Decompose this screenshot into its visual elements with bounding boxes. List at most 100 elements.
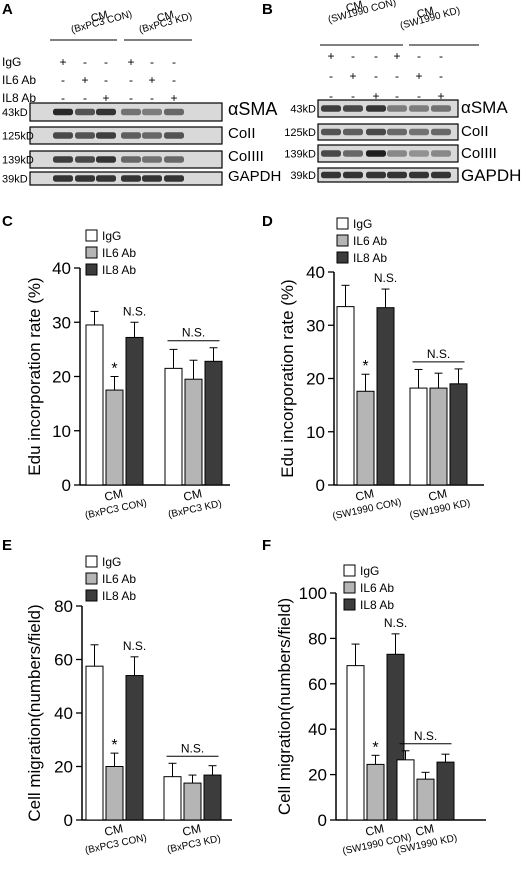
blot-band — [387, 150, 407, 157]
treatment-sign: - — [374, 69, 378, 83]
bar — [449, 383, 468, 486]
legend-swatch — [336, 251, 349, 264]
bar — [125, 675, 144, 821]
treatment-sign: + — [372, 89, 379, 103]
y-tick-label: 60 — [54, 651, 73, 670]
treatment-sign: - — [351, 49, 355, 63]
blot-band — [387, 105, 407, 112]
treatment-label: IL6 Ab — [2, 73, 36, 87]
group-sublabel: (BxPC3 KD) — [167, 499, 223, 521]
blot-band — [431, 128, 451, 136]
bar — [184, 378, 203, 486]
protein-label: αSMA — [461, 98, 508, 117]
panel-letter: C — [2, 213, 13, 230]
protein-label: αSMA — [228, 99, 277, 119]
legend-label: IL8 Ab — [102, 263, 136, 277]
ns-label: N.S. — [374, 271, 397, 285]
y-tick-label: 80 — [308, 629, 327, 648]
blot-band — [343, 171, 363, 179]
blot-band — [75, 156, 95, 163]
treatment-sign: + — [437, 89, 444, 103]
treatment-label: IL8 Ab — [2, 91, 36, 105]
legend-label: IL8 Ab — [102, 589, 136, 603]
y-axis-label: Cell migration(numbers/field) — [25, 604, 44, 821]
legend-label: IgG — [102, 555, 121, 569]
group-label: CM — [103, 821, 124, 839]
y-tick-label: 0 — [318, 811, 327, 830]
blot-band — [142, 175, 162, 182]
bar — [416, 778, 435, 821]
bar — [429, 387, 448, 486]
protein-label: CoIIII — [228, 148, 264, 165]
legend-swatch — [343, 581, 356, 594]
treatment-sign: - — [150, 91, 154, 105]
kd-label: 125kD — [284, 127, 316, 139]
blot-band — [409, 105, 429, 112]
treatment-sign: - — [83, 55, 87, 69]
y-tick-label: 80 — [54, 597, 73, 616]
ns-label: N.S. — [181, 741, 204, 755]
legend-swatch — [85, 246, 98, 259]
bar — [105, 766, 124, 821]
y-axis-label: Cell migration(numbers/field) — [275, 598, 294, 815]
legend-label: IgG — [102, 229, 121, 243]
y-tick-label: 0 — [62, 476, 71, 495]
y-tick-label: 30 — [52, 313, 71, 332]
blot-band — [121, 156, 141, 163]
cm-label: CM — [156, 9, 176, 25]
legend-label: IL6 Ab — [353, 234, 387, 248]
y-axis-label: Edu incorporation rate (%) — [278, 279, 297, 477]
protein-label: CoIIII — [461, 145, 497, 162]
legend-label: IL6 Ab — [102, 572, 136, 586]
ns-label: N.S. — [182, 326, 205, 340]
legend-swatch — [336, 234, 349, 247]
y-tick-label: 40 — [54, 704, 73, 723]
blot-band — [321, 105, 341, 112]
protein-label: GAPDH — [461, 166, 521, 185]
bar — [163, 776, 182, 821]
legend-swatch — [343, 564, 356, 577]
kd-label: 39kD — [2, 174, 28, 186]
treatment-sign: - — [129, 73, 133, 87]
y-tick-label: 40 — [308, 720, 327, 739]
blot-band — [343, 150, 363, 157]
blot-band — [164, 156, 184, 163]
treatment-sign: - — [83, 91, 87, 105]
legend-swatch — [85, 229, 98, 242]
bar — [409, 387, 428, 486]
bar — [105, 389, 124, 486]
legend-swatch — [85, 555, 98, 568]
treatment-sign: - — [417, 89, 421, 103]
blot-band — [387, 171, 407, 179]
kd-label: 43kD — [2, 107, 28, 119]
protein-label: CoII — [461, 123, 489, 140]
protein-label: CoII — [228, 125, 256, 142]
treatment-sign: - — [417, 49, 421, 63]
treatment-sign: - — [61, 73, 65, 87]
y-tick-label: 20 — [52, 368, 71, 387]
ns-label: N.S. — [123, 639, 146, 653]
blot-band — [53, 108, 73, 116]
blot-band — [321, 150, 341, 157]
bar — [164, 367, 183, 486]
bar — [356, 390, 375, 486]
treatment-sign: - — [329, 89, 333, 103]
legend-label: IL8 Ab — [353, 251, 387, 265]
significance-star: * — [362, 358, 368, 375]
treatment-sign: + — [327, 49, 334, 63]
ns-label: N.S. — [384, 616, 407, 630]
treatment-sign: + — [127, 55, 134, 69]
treatment-sign: - — [104, 73, 108, 87]
legend-swatch — [343, 598, 356, 611]
treatment-sign: - — [439, 49, 443, 63]
bar — [183, 782, 202, 821]
group-sublabel: (BxPC3 KD) — [166, 834, 222, 856]
panel-letter: A — [2, 1, 13, 18]
y-tick-label: 100 — [299, 584, 327, 603]
treatment-sign: + — [415, 69, 422, 83]
blot-band — [409, 150, 429, 157]
treatment-sign: - — [374, 49, 378, 63]
treatment-sign: - — [329, 69, 333, 83]
ns-label: N.S. — [427, 347, 450, 361]
blot-band — [409, 128, 429, 136]
